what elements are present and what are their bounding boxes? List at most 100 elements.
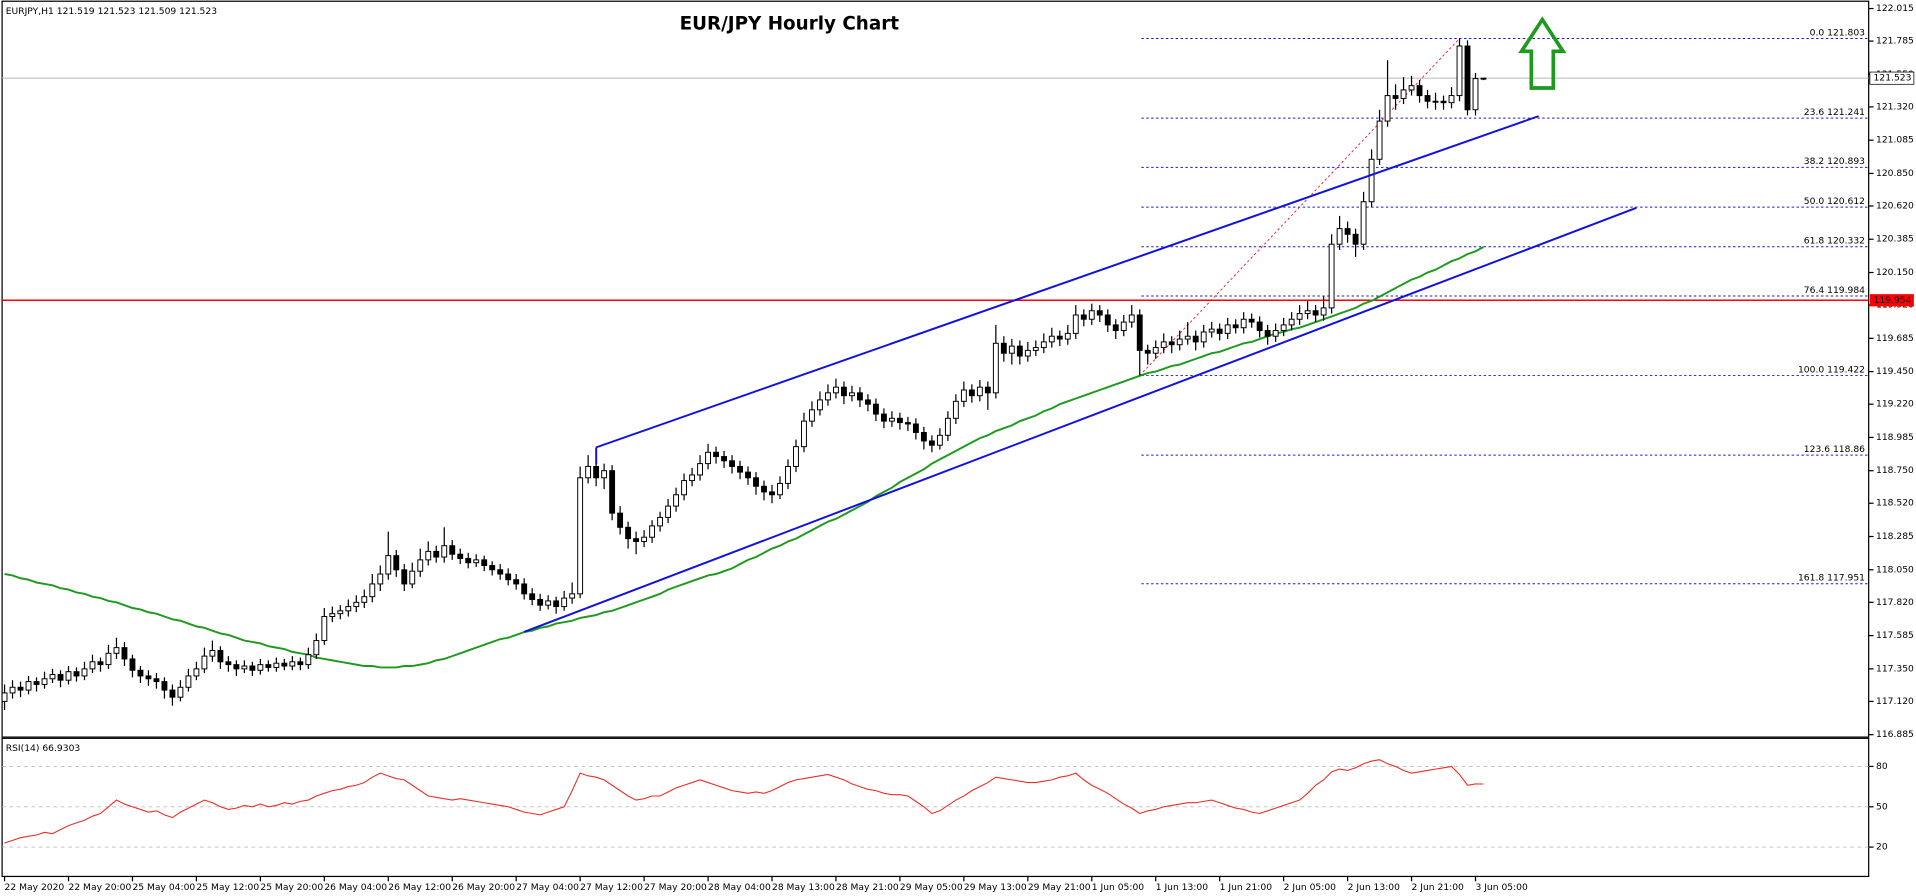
candle-body <box>233 664 240 670</box>
fib-price: 120.893 <box>1827 156 1865 167</box>
candle-body <box>1112 324 1119 332</box>
candle-body <box>1264 330 1271 337</box>
candle-body <box>1128 314 1135 323</box>
candle-body <box>793 446 799 467</box>
candle-body <box>761 485 767 493</box>
symbol: EURJPY,H1 <box>6 6 54 17</box>
candle-body <box>1408 85 1415 91</box>
candle-body <box>872 403 879 415</box>
candle-body <box>1416 85 1423 97</box>
candle-body <box>1296 313 1303 320</box>
candle-body <box>1280 324 1287 332</box>
candle-body <box>617 512 624 528</box>
candle-body <box>225 661 232 666</box>
candle-body <box>657 516 664 527</box>
x-tick-label: 25 May 20:00 <box>260 882 323 893</box>
candle-body <box>785 465 791 484</box>
candle-body <box>17 686 24 691</box>
candle-body <box>912 423 919 433</box>
fib-price: 120.332 <box>1827 235 1865 246</box>
candle-body <box>1304 310 1311 315</box>
candle-body <box>1472 78 1479 111</box>
candle-body <box>1056 335 1063 340</box>
candle-body <box>936 434 943 446</box>
x-tick-label: 1 Jun 05:00 <box>1092 882 1145 893</box>
candle-body <box>129 658 136 671</box>
channel-lower <box>523 206 1637 633</box>
indicator-tick-label: 20 <box>1876 842 1888 853</box>
candle-body <box>1384 95 1391 122</box>
candle-body <box>1360 201 1367 245</box>
x-tick-label: 28 May 13:00 <box>772 882 835 893</box>
candle-body <box>928 440 935 446</box>
candle-body <box>713 451 719 458</box>
candle-body <box>1256 321 1263 332</box>
candle-body <box>1064 332 1071 340</box>
candle-body <box>904 422 911 425</box>
candle-body <box>505 573 512 581</box>
candle-body <box>1008 345 1015 354</box>
candle-body <box>153 678 160 683</box>
candle-body <box>745 471 751 479</box>
y-tick-label: 120.850 <box>1876 168 1914 179</box>
candle-body <box>1216 328 1223 334</box>
candle-body <box>409 570 416 585</box>
fib-ratio: 76.4 <box>1804 284 1825 295</box>
candle-body <box>673 494 680 507</box>
fib-price: 119.984 <box>1827 284 1865 295</box>
candle-body <box>169 689 176 698</box>
candle-body <box>1024 349 1031 357</box>
candle-body <box>880 413 887 422</box>
fib-ratio: 0.0 <box>1810 27 1825 38</box>
x-tick-label: 29 May 05:00 <box>900 882 963 893</box>
y-tick-label: 118.285 <box>1876 531 1914 542</box>
candle-body <box>1392 95 1399 99</box>
candle-body <box>1328 243 1335 309</box>
candle-body <box>353 601 360 608</box>
candle-body <box>305 654 312 666</box>
candle-body <box>1048 335 1055 343</box>
candle-body <box>817 399 823 411</box>
fib-price: 120.612 <box>1827 196 1865 207</box>
x-tick-label: 1 Jun 21:00 <box>1220 882 1273 893</box>
candle-body <box>1368 158 1375 203</box>
y-tick-label: 120.150 <box>1876 267 1914 278</box>
indicator-last: 66.9303 <box>42 743 80 754</box>
candle-body <box>1240 318 1247 329</box>
up-arrow <box>1518 16 1567 90</box>
x-tick-label: 3 Jun 05:00 <box>1476 882 1529 893</box>
y-tick-label: 119.220 <box>1876 399 1914 410</box>
y-tick-label: 117.120 <box>1876 696 1914 707</box>
candle-body <box>553 600 560 608</box>
candle-body <box>81 668 88 677</box>
candle-body <box>1432 100 1439 103</box>
candle-body <box>369 583 376 598</box>
candle-body <box>1248 318 1255 323</box>
candle-body <box>289 661 296 667</box>
candle-body <box>1400 89 1407 99</box>
candle-body <box>968 389 975 397</box>
indicator-tick-label: 50 <box>1876 801 1888 812</box>
y-tick-label: 117.350 <box>1876 663 1914 674</box>
fib-ratio: 100.0 <box>1798 364 1824 375</box>
candle-body <box>1072 314 1079 334</box>
indicator-tick-label: 80 <box>1876 761 1888 772</box>
candle-body <box>57 674 64 681</box>
x-tick-label: 22 May 20:00 <box>69 882 132 893</box>
candle-body <box>521 583 528 595</box>
candle-body <box>665 505 672 518</box>
x-tick-label: 2 Jun 13:00 <box>1348 882 1401 893</box>
x-tick-label: 28 May 21:00 <box>836 882 899 893</box>
candle-body <box>137 669 144 677</box>
candle-body <box>257 664 264 671</box>
candle-body <box>449 545 456 555</box>
candle-body <box>1272 330 1279 337</box>
candle-body <box>121 647 128 660</box>
y-tick-label: 120.620 <box>1876 200 1914 211</box>
candle-body <box>1192 335 1199 343</box>
x-tick-label: 2 Jun 05:00 <box>1284 882 1337 893</box>
candle-body <box>33 681 40 685</box>
candle-body <box>273 662 280 668</box>
candle-body <box>249 665 256 671</box>
